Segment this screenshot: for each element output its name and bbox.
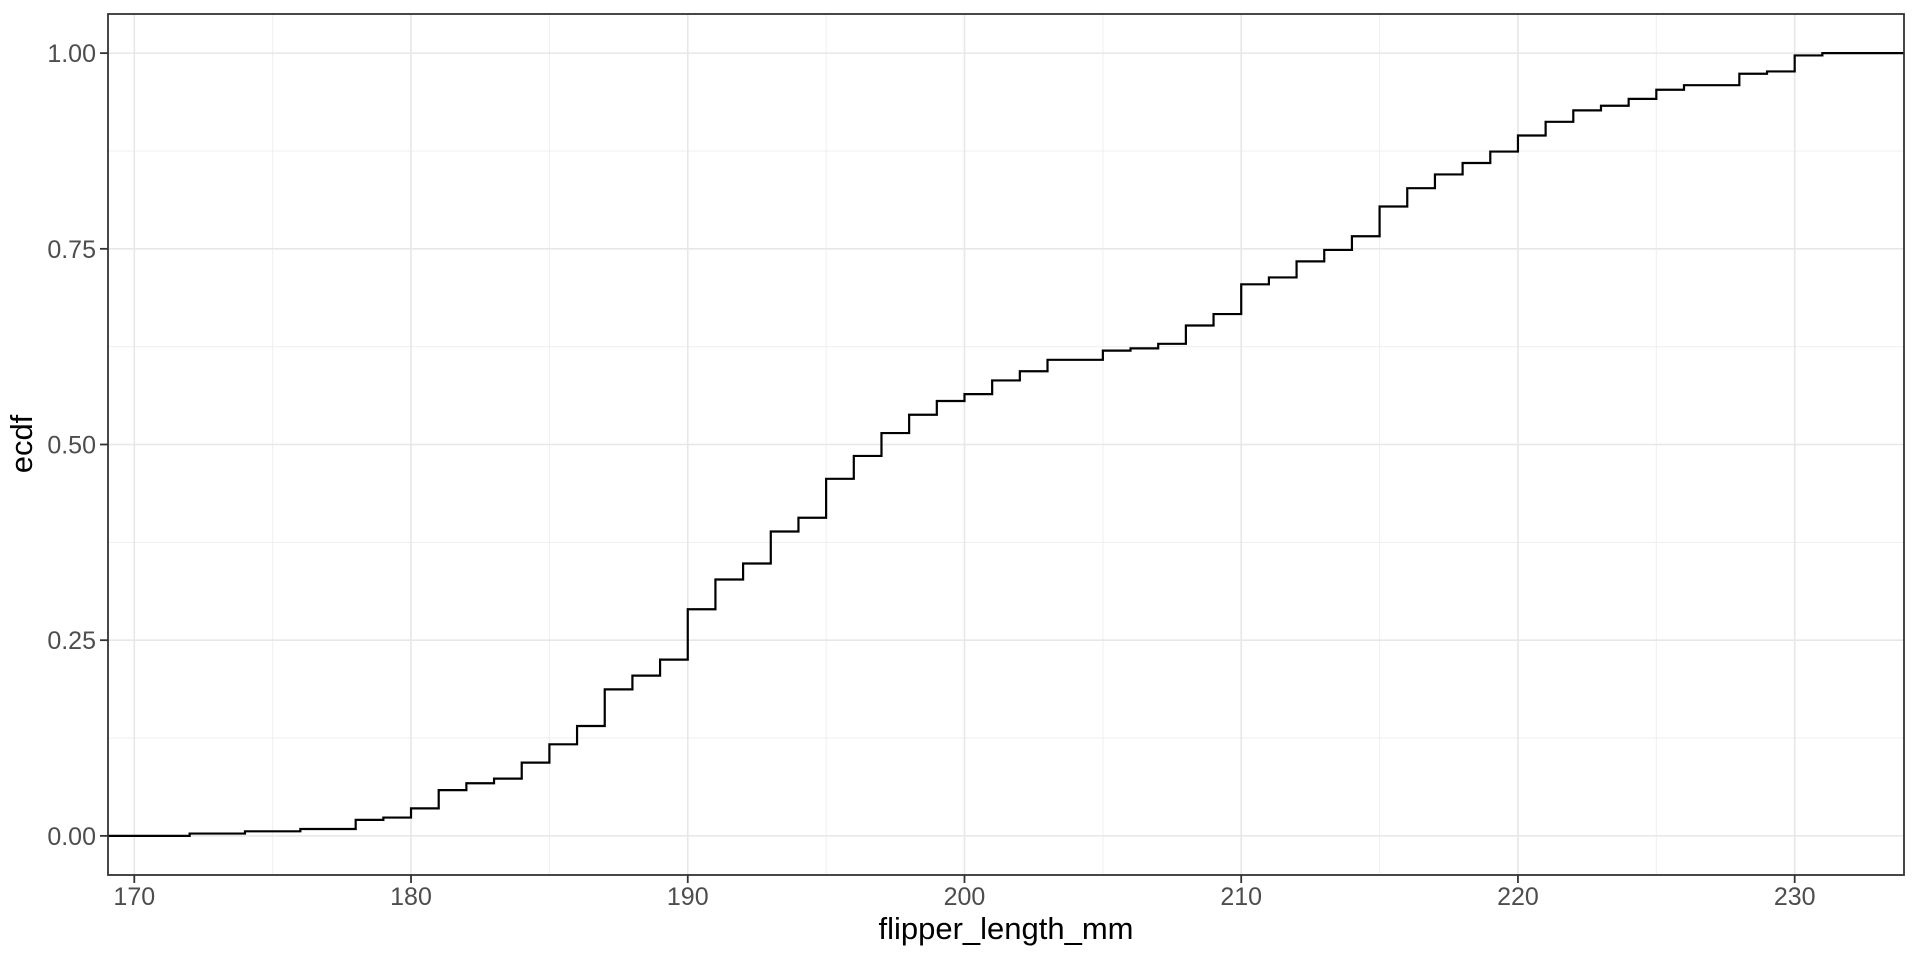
x-tick-label: 200 [944, 883, 986, 911]
x-tick-label: 180 [390, 883, 432, 911]
ecdf-step-line [108, 52, 1904, 837]
x-tick-label: 210 [1220, 883, 1262, 911]
y-axis-title: ecdf [4, 414, 39, 473]
gridlines-major [108, 14, 1904, 875]
y-tick-label: 0.50 [47, 432, 96, 460]
ecdf-step-series [108, 52, 1904, 837]
x-tick-label: 220 [1497, 883, 1539, 911]
x-tick-label: 190 [667, 883, 709, 911]
y-tick-label: 0.75 [47, 236, 96, 264]
y-tick-label: 0.00 [47, 823, 96, 851]
x-tick-label: 230 [1774, 883, 1816, 911]
x-axis-title: flipper_length_mm [878, 911, 1133, 946]
y-tick-label: 1.00 [47, 40, 96, 68]
y-tick-label: 0.25 [47, 627, 96, 655]
x-tick-label: 170 [113, 883, 155, 911]
axis-tick-marks [100, 52, 1796, 883]
axis-tick-labels: 170 180 190 200 210 220 230 0.00 0.25 0.50 0.75 1.0… [47, 40, 1815, 911]
